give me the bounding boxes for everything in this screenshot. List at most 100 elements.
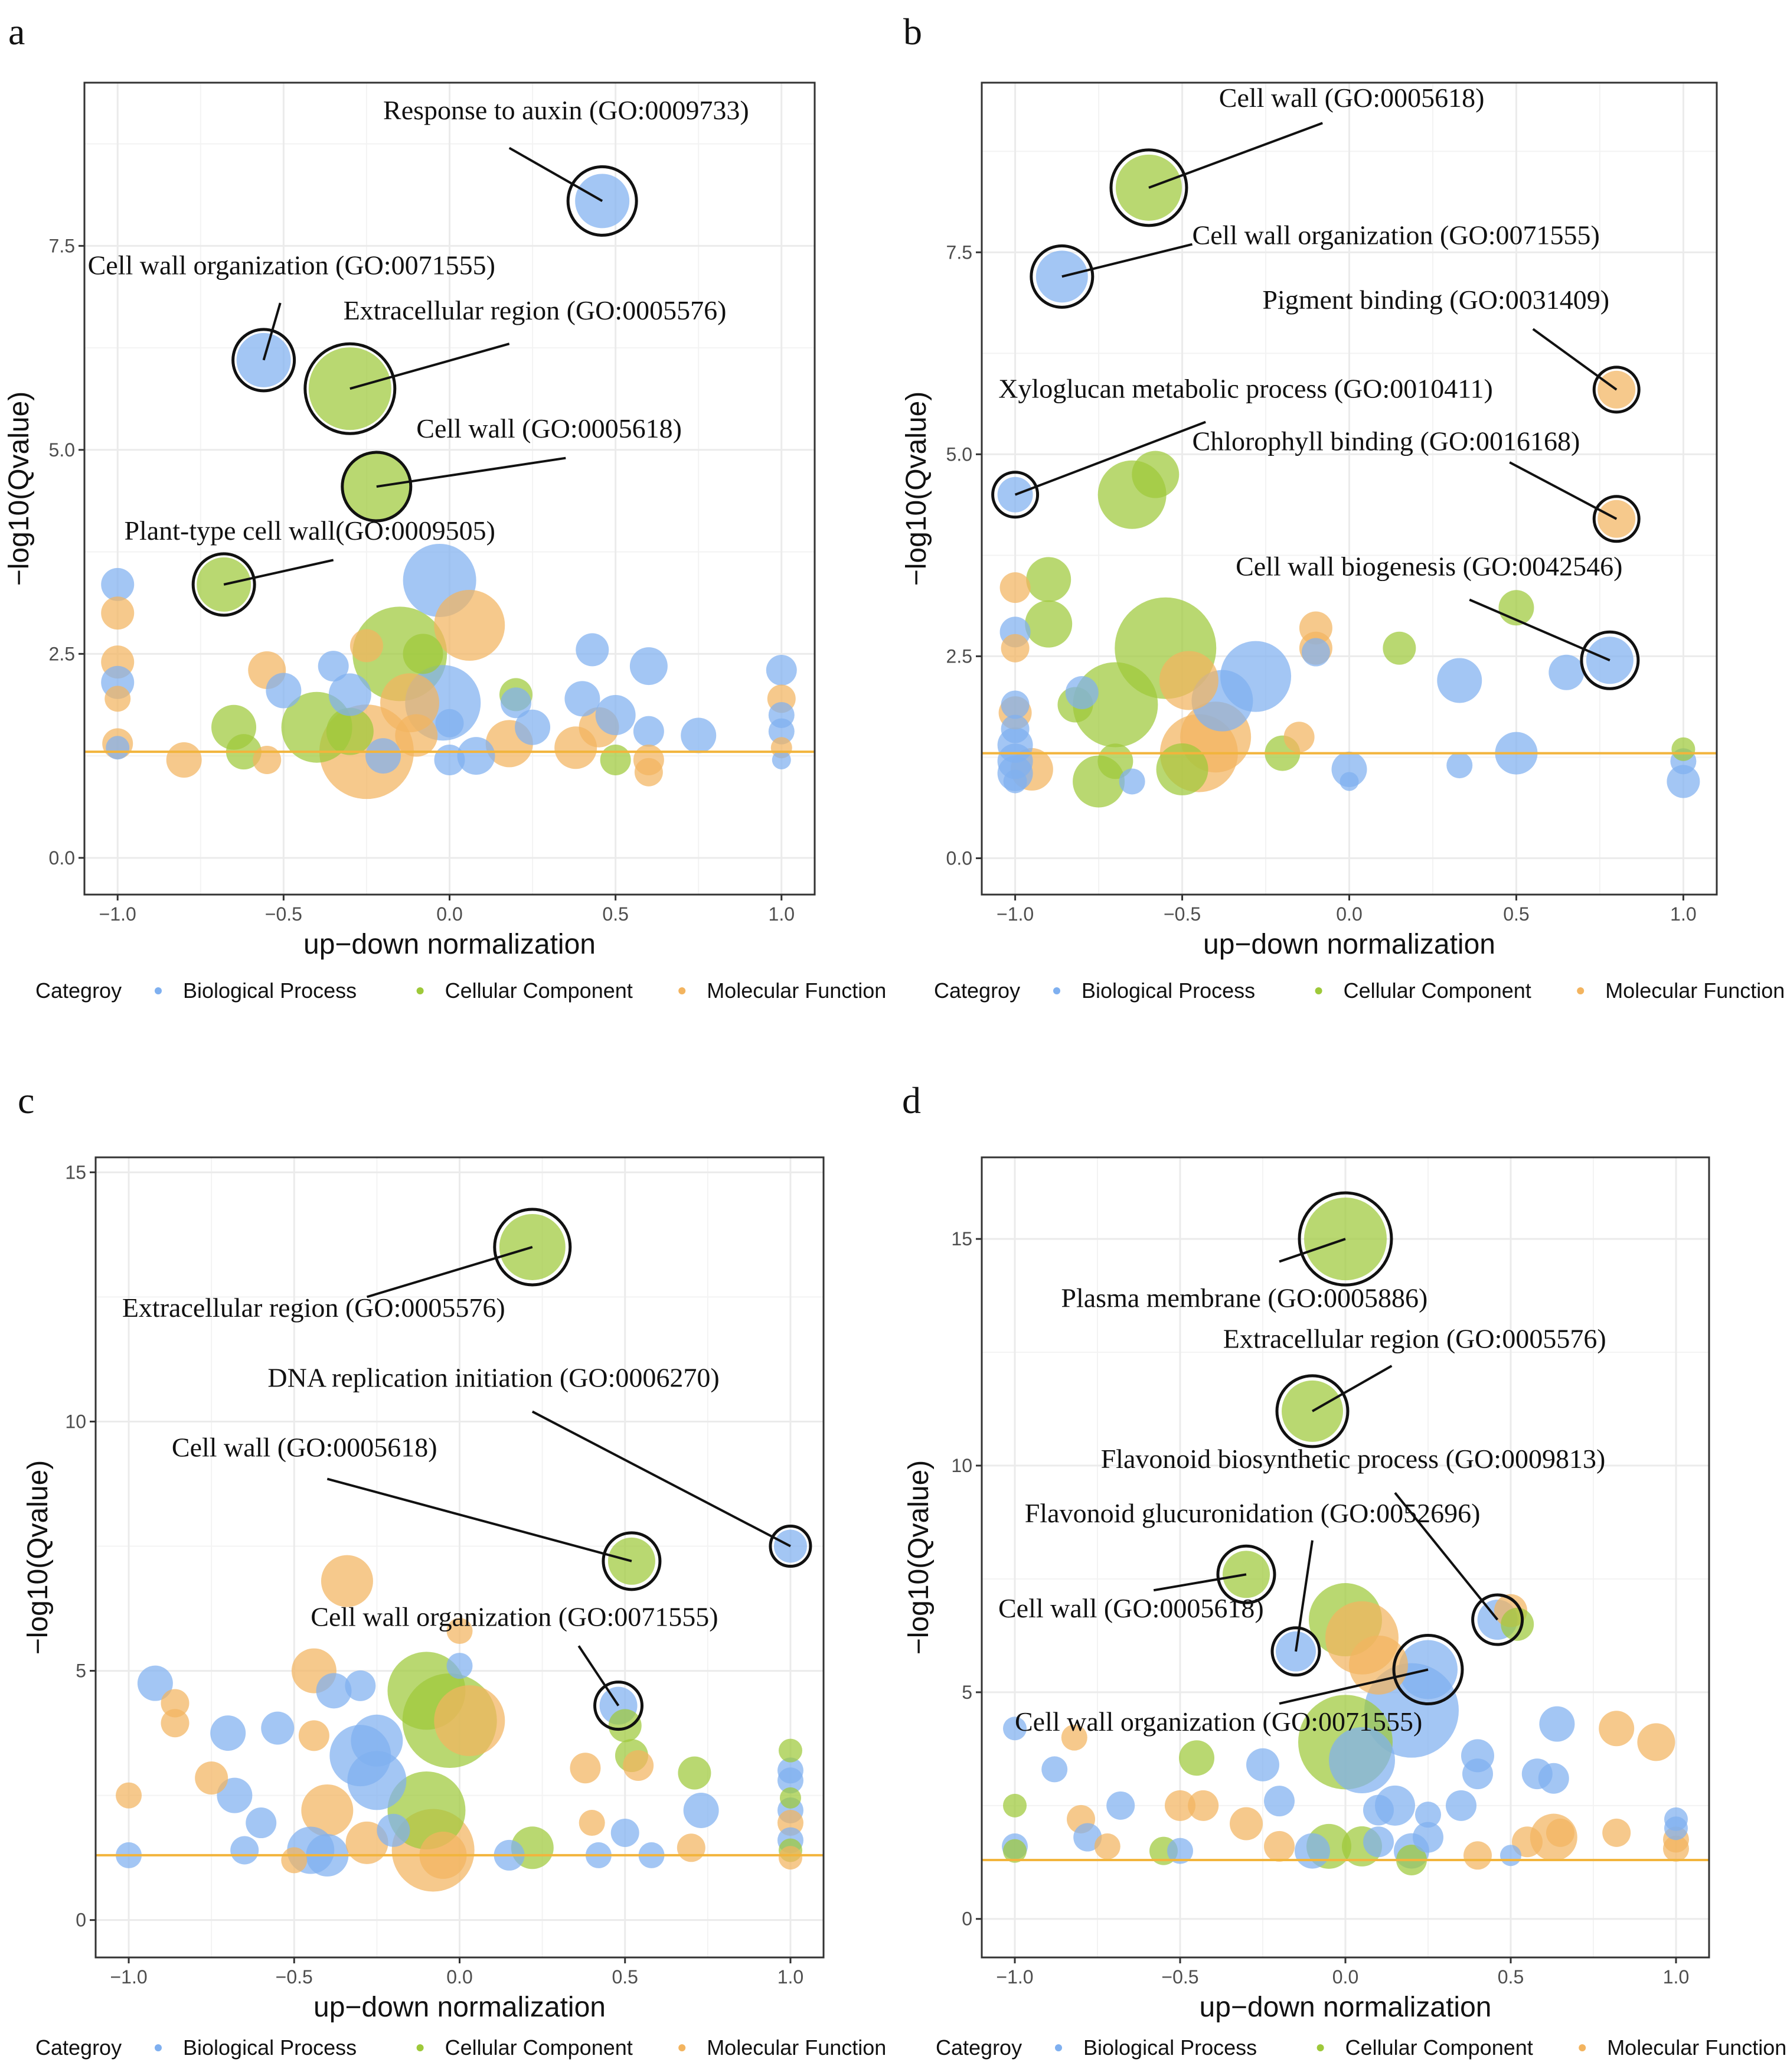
annotations: Extracellular region (GO:0005576) DNA rep… (122, 1208, 812, 1731)
data-point (1264, 1830, 1295, 1862)
data-point (1003, 769, 1027, 794)
leader-line (1532, 328, 1618, 391)
highlight-ring (1109, 148, 1188, 227)
data-point (435, 709, 464, 738)
legend: Categroy Biological Process Cellular Compo… (936, 2035, 1786, 2060)
leader-line (262, 302, 282, 361)
data-point (365, 738, 401, 774)
annotation-label: Cell wall organization (GO:0071555) (311, 1602, 718, 1632)
y-tick-label: 7.5 (946, 242, 972, 263)
data-point (349, 629, 383, 663)
legend: Categroy Biological Process Cellular Compo… (934, 978, 1785, 1003)
data-point (1446, 752, 1473, 779)
data-point (217, 1777, 253, 1813)
y-tick-label: 0 (76, 1910, 86, 1931)
data-point (195, 1761, 228, 1795)
data-point (1363, 1794, 1394, 1826)
leader-line (349, 342, 510, 390)
legend-title: Categroy (35, 2035, 122, 2060)
leader-line (1509, 461, 1618, 520)
highlight-ring (1392, 1634, 1464, 1706)
annotation-label: Chlorophyll binding (GO:0016168) (1193, 426, 1580, 456)
x-tick-label: −0.5 (1164, 903, 1201, 925)
legend-key-cc (416, 2044, 424, 2051)
data-point (1383, 631, 1416, 665)
y-tick-label: 5.0 (946, 443, 972, 465)
highlight-ring (493, 1208, 572, 1287)
data-point (434, 744, 465, 775)
data-point (161, 1689, 190, 1718)
data-point (101, 567, 135, 601)
annotation-label: Cell wall (GO:0005618) (172, 1433, 437, 1463)
leader-line (326, 1477, 632, 1562)
data-point (457, 737, 495, 775)
x-tick-label: 0.0 (1336, 903, 1362, 925)
data-point (1159, 651, 1218, 710)
legend-item-label: Molecular Function (1607, 2035, 1786, 2060)
legend-item-label: Cellular Component (1345, 2035, 1533, 2060)
annotation-label: Response to auxin (GO:0009733) (383, 95, 749, 125)
annotations: Response to auxin (GO:0009733) Cell wall … (88, 95, 749, 617)
data-point (1301, 638, 1330, 667)
data-point (318, 651, 349, 682)
leader-line (1061, 243, 1193, 278)
annotation-label: Extracellular region (GO:0005576) (122, 1293, 505, 1323)
x-tick-label: −0.5 (265, 903, 302, 925)
x-tick-label: 0.0 (1332, 1966, 1358, 1988)
highlight-ring (1580, 630, 1640, 690)
data-point (1415, 1802, 1441, 1828)
legend-key-mf (1579, 2044, 1586, 2051)
x-axis-title: up−down normalization (303, 929, 596, 960)
data-point (1501, 1607, 1534, 1641)
legend-key-mf (678, 2044, 686, 2051)
x-tick-label: −0.5 (276, 1966, 313, 1988)
data-point (623, 1750, 654, 1781)
x-axis-title: up−down normalization (313, 1992, 606, 2023)
data-point (1156, 743, 1208, 795)
annotation-label: Plasma membrane (GO:0005886) (1061, 1283, 1427, 1313)
data-point (1003, 1839, 1027, 1863)
y-tick-label: 5 (76, 1660, 86, 1682)
leader-line (1153, 1573, 1247, 1592)
data-point (116, 1782, 142, 1809)
highlight-ring (566, 165, 638, 237)
data-point (1065, 676, 1099, 709)
leader-line (1279, 1238, 1346, 1263)
legend-key-bp (1055, 2044, 1062, 2051)
x-tick-label: −1.0 (110, 1966, 147, 1988)
annotation-label: Cell wall (GO:0005618) (998, 1593, 1264, 1623)
data-point (678, 1756, 711, 1790)
highlight-ring (769, 1525, 812, 1568)
annotation-label: Flavonoid glucuronidation (GO:0052696) (1025, 1498, 1481, 1528)
data-point (316, 1673, 352, 1709)
data-point (1283, 722, 1315, 753)
legend-item-label: Cellular Component (445, 978, 633, 1003)
data-point (1264, 1786, 1295, 1817)
x-tick-label: 0.0 (446, 1966, 472, 1988)
highlight-ring (1471, 1593, 1524, 1646)
leader-line (1469, 598, 1610, 662)
x-axis-title: up−down normalization (1203, 929, 1495, 960)
data-point (1188, 1790, 1219, 1821)
data-point (328, 673, 371, 716)
data-point (377, 1813, 410, 1847)
data-point (1637, 1723, 1675, 1761)
data-point (515, 709, 551, 745)
y-tick-label: 0.0 (946, 847, 972, 869)
data-point (1664, 1816, 1688, 1841)
data-point (1246, 1748, 1279, 1781)
data-point (446, 1653, 473, 1679)
data-point (500, 687, 531, 719)
data-point (106, 736, 130, 760)
data-point (1025, 600, 1073, 648)
data-point (1106, 1791, 1135, 1820)
y-axis-title: −log10(Qvalue) (903, 1460, 935, 1655)
highlight-ring (1592, 495, 1641, 543)
highlight-ring (1270, 1626, 1321, 1677)
annotation-label: Cell wall organization (GO:0071555) (1193, 220, 1600, 250)
data-point (434, 589, 505, 661)
y-tick-label: 10 (65, 1411, 86, 1432)
data-point (677, 1833, 705, 1862)
data-point (1363, 1826, 1394, 1858)
data-point (610, 1818, 639, 1847)
